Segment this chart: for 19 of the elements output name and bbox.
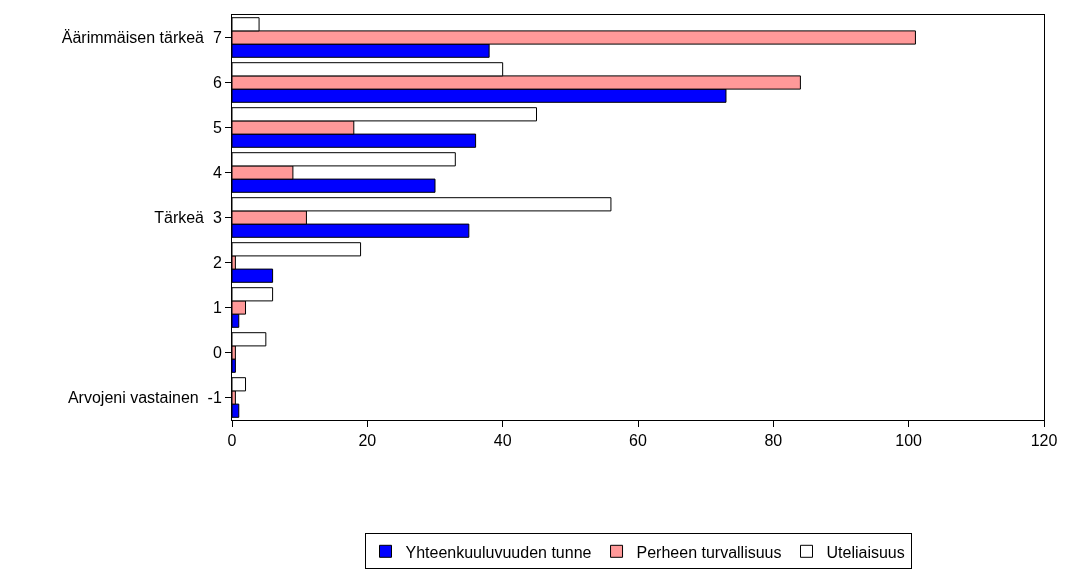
x-tick-label: 100	[895, 432, 923, 450]
x-tick-label: 0	[227, 432, 237, 450]
y-tick-label: 5	[212, 119, 222, 137]
y-tick-label: Arvojeni vastainen -1	[67, 389, 222, 407]
legend-label: Yhteenkuuluvuuden tunne	[405, 543, 592, 561]
x-tick-label: 80	[764, 432, 783, 450]
y-tick-label: 2	[212, 254, 222, 272]
y-tick-label: Tärkeä 3	[154, 209, 222, 227]
legend-label: Uteliaisuus	[826, 543, 905, 561]
x-tick-label: 60	[629, 432, 647, 450]
x-tick-label: 20	[358, 432, 377, 450]
y-tick-label: Äärimmäisen tärkeä 7	[61, 29, 222, 47]
legend-label: Perheen turvallisuus	[636, 543, 782, 561]
x-tick-label: 40	[493, 432, 512, 450]
x-tick-label: 120	[1030, 432, 1058, 450]
y-tick-label: 6	[212, 74, 222, 92]
y-tick-label: 0	[212, 344, 222, 362]
y-tick-label: 4	[212, 164, 222, 182]
y-tick-label: 1	[212, 299, 222, 317]
